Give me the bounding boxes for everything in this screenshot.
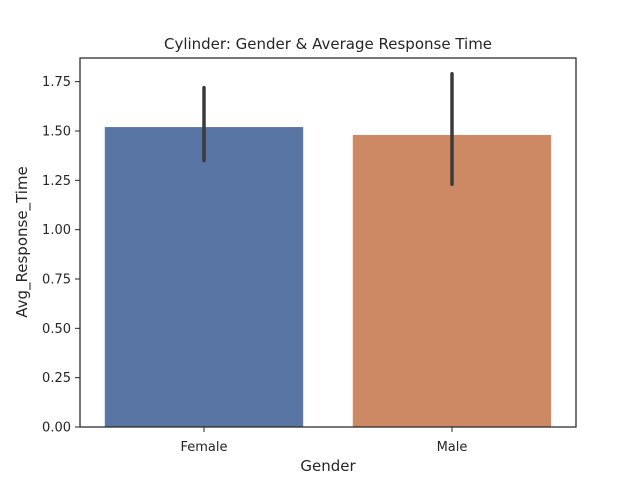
x-tick-label: Female — [180, 440, 227, 455]
y-axis: 0.00 0.25 0.50 0.75 1.00 1.25 1.50 1.75 — [42, 75, 80, 436]
chart-title: Cylinder: Gender & Average Response Time — [164, 35, 492, 53]
plot-area — [104, 72, 552, 427]
y-tick-label: 1.25 — [42, 174, 71, 189]
y-tick-label: 0.75 — [42, 273, 71, 288]
axes-frame — [79, 57, 577, 428]
y-tick-label: 1.75 — [42, 75, 71, 90]
y-axis-label: Avg_Response_Time — [13, 166, 32, 318]
y-tick-label: 1.00 — [42, 223, 71, 238]
x-axis-label: Gender — [300, 457, 356, 475]
x-axis: Female Male — [180, 427, 467, 455]
bar-female — [104, 127, 304, 427]
y-tick-label: 0.50 — [42, 322, 71, 337]
y-tick-label: 1.50 — [42, 125, 71, 140]
y-tick-label: 0.25 — [42, 371, 71, 386]
y-tick-label: 0.00 — [42, 421, 71, 436]
x-tick-label: Male — [437, 440, 468, 455]
